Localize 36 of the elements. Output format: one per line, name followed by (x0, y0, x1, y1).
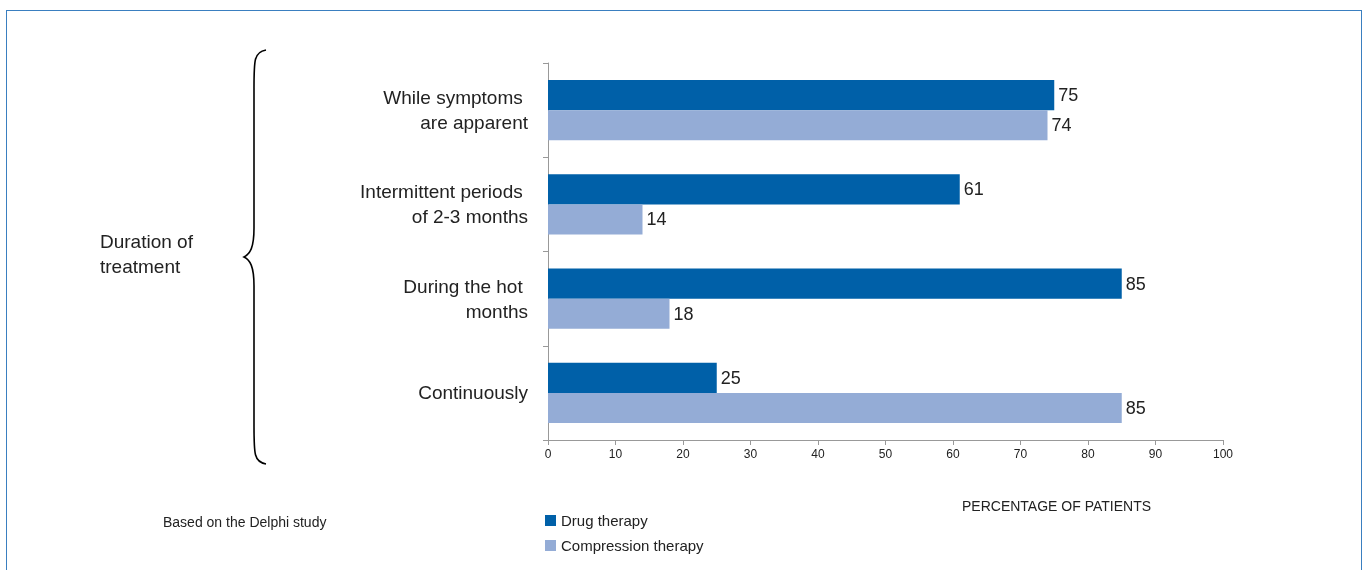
data-label: 25 (720, 367, 741, 388)
y-tick-label: Continuously (418, 382, 529, 404)
y-tick-label: While symptoms are apparent (383, 87, 529, 134)
bar (548, 392, 1122, 424)
x-tick-label: 60 (946, 447, 960, 461)
text: Based on the Delphi study (163, 514, 327, 530)
data-label: 18 (673, 303, 694, 324)
x-tick-label: 0 (544, 447, 552, 461)
bar (548, 204, 643, 235)
text: Duration of treatment (100, 231, 199, 277)
bar (548, 174, 960, 205)
data-label: 61 (963, 179, 984, 200)
y-tick-label: Intermittent periods of 2-3 months (360, 181, 528, 228)
data-label: 74 (1051, 115, 1072, 136)
y-tick-label: During the hot months (403, 275, 528, 322)
x-axis-title: PERCENTAGE OF PATIENTS (962, 498, 1152, 514)
x-tick-label: 50 (878, 447, 893, 461)
x-tick-label: 100 (1212, 447, 1234, 461)
x-tick-label: 10 (608, 447, 623, 461)
legend-label: Drug therapy (561, 512, 649, 529)
bar (548, 268, 1122, 299)
x-tick-label: 90 (1148, 447, 1163, 461)
x-tick-label: 30 (743, 447, 758, 461)
bar (548, 362, 717, 393)
data-label: 14 (646, 209, 667, 230)
bar (548, 110, 1048, 141)
data-label: 85 (1125, 273, 1146, 294)
x-tick-label: 40 (811, 447, 825, 461)
legend-label: Compression therapy (561, 537, 705, 554)
data-label: 85 (1125, 397, 1146, 418)
x-tick-label: 70 (1013, 447, 1028, 461)
x-tick-label: 20 (676, 447, 690, 461)
bar (548, 79, 1055, 111)
data-label: 75 (1058, 85, 1079, 106)
bar (548, 298, 670, 329)
x-tick-label: 80 (1081, 447, 1095, 461)
